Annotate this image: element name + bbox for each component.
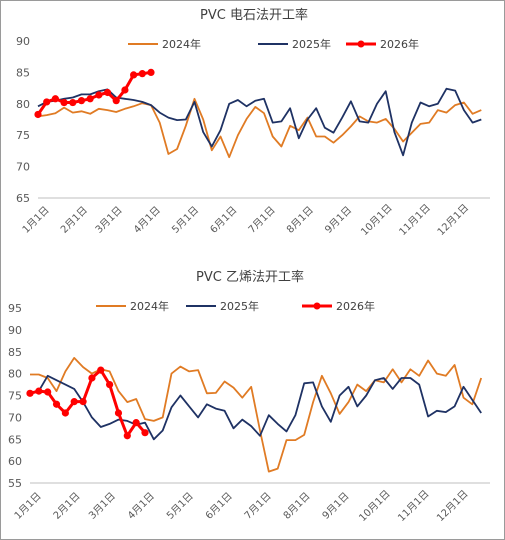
x-tick-label: 2月1日: [58, 204, 90, 236]
y-tick-label: 75: [16, 129, 30, 142]
x-tick-label: 3月1日: [93, 204, 125, 236]
x-tick-label: 4月1日: [125, 490, 157, 522]
x-tick-label: 1月1日: [20, 204, 52, 236]
data-point-2026: [138, 70, 146, 78]
series-line-2025年: [29, 374, 482, 441]
x-tick-label: 10月1日: [359, 202, 395, 238]
data-point-2026: [52, 400, 61, 408]
x-tick-label: 8月1日: [281, 490, 313, 522]
data-point-2026: [112, 97, 120, 105]
legend-label: 2025年: [292, 37, 331, 51]
x-tick-label: 3月1日: [86, 490, 118, 522]
x-tick-label: 7月1日: [246, 204, 278, 236]
data-point-2026: [147, 68, 155, 76]
data-point-2026: [114, 409, 123, 417]
data-point-2026: [141, 429, 149, 437]
y-tick-label: 75: [8, 390, 22, 403]
data-point-2026: [103, 88, 112, 97]
data-point-2026: [43, 98, 51, 106]
x-tick-label: 1月1日: [12, 490, 44, 522]
x-tick-label: 10月1日: [357, 488, 393, 524]
x-tick-label: 5月1日: [164, 490, 196, 522]
y-tick-label: 85: [16, 66, 30, 79]
legend-label: 2024年: [162, 37, 201, 51]
y-tick-label: 55: [8, 477, 22, 490]
x-tick-label: 9月1日: [323, 204, 355, 236]
y-tick-label: 95: [8, 302, 22, 315]
y-tick-label: 70: [8, 411, 22, 424]
data-point-2026: [35, 387, 43, 395]
data-point-2026: [132, 419, 140, 427]
x-tick-label: 11月1日: [397, 202, 433, 238]
data-point-2026: [34, 110, 42, 119]
data-point-2026: [44, 388, 52, 396]
data-point-2026: [26, 389, 34, 397]
legend-label: 2026年: [336, 299, 375, 313]
x-tick-label: 6月1日: [208, 204, 240, 236]
y-tick-label: 90: [8, 324, 22, 337]
series-line-2026年: [29, 368, 147, 438]
data-point-2026: [88, 374, 96, 382]
data-point-2026: [51, 95, 59, 103]
x-tick-label: 9月1日: [320, 490, 352, 522]
y-tick-label: 65: [16, 192, 30, 205]
data-point-2026: [130, 71, 138, 79]
data-point-2026: [77, 97, 86, 105]
x-tick-label: 6月1日: [203, 490, 235, 522]
legend-swatch-marker: [357, 40, 365, 48]
data-point-2026: [123, 432, 131, 440]
series-line-2024年: [37, 97, 482, 159]
data-point-2026: [79, 398, 87, 406]
legend-label: 2026年: [380, 37, 419, 51]
x-tick-label: 12月1日: [434, 488, 470, 524]
legend-label: 2024年: [130, 299, 169, 313]
data-point-2026: [97, 366, 105, 374]
data-point-2026: [70, 398, 78, 406]
x-tick-label: 5月1日: [170, 204, 202, 236]
x-tick-label: 12月1日: [435, 202, 471, 238]
y-tick-label: 60: [8, 455, 22, 468]
x-tick-label: 11月1日: [396, 488, 432, 524]
chart-title: PVC 乙烯法开工率: [196, 269, 304, 285]
legend-label: 2025年: [220, 299, 259, 313]
y-tick-label: 80: [8, 368, 22, 381]
chart-title: PVC 电石法开工率: [200, 7, 308, 23]
y-tick-label: 80: [16, 98, 30, 111]
data-point-2026: [61, 409, 69, 417]
series-line-2024年: [30, 356, 483, 473]
data-point-2026: [106, 380, 114, 389]
x-tick-label: 4月1日: [131, 204, 163, 236]
data-point-2026: [121, 86, 129, 94]
x-tick-label: 7月1日: [242, 490, 274, 522]
data-point-2026: [86, 95, 94, 103]
data-point-2026: [69, 98, 77, 107]
y-tick-label: 70: [16, 161, 30, 174]
x-tick-label: 2月1日: [51, 490, 83, 522]
legend-swatch-marker: [313, 302, 321, 310]
series-line-2025年: [37, 87, 482, 157]
x-tick-label: 8月1日: [284, 204, 316, 236]
y-tick-label: 85: [8, 346, 22, 359]
data-point-2026: [60, 98, 68, 107]
y-tick-label: 65: [8, 433, 22, 446]
data-point-2026: [95, 91, 103, 99]
y-tick-label: 90: [16, 35, 30, 48]
